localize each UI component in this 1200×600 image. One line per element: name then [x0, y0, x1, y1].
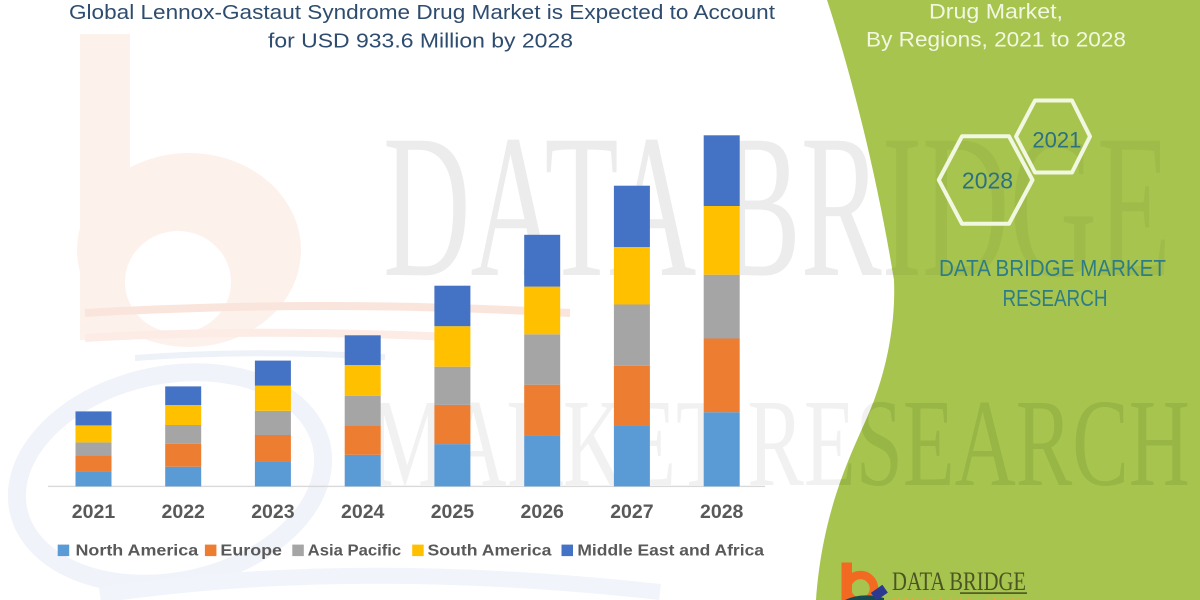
svg-text:By Regions, 2021 to 2028: By Regions, 2021 to 2028 [866, 28, 1126, 52]
svg-text:Global Lennox-Gastaut Syndrome: Global Lennox-Gastaut Syndrome Drug Mark… [69, 2, 775, 24]
svg-text:2028: 2028 [962, 168, 1013, 194]
svg-text:2022: 2022 [162, 501, 206, 523]
svg-text:Middle East and Africa: Middle East and Africa [577, 543, 764, 560]
svg-text:2024: 2024 [341, 501, 385, 523]
svg-text:Europe: Europe [220, 543, 282, 560]
svg-text:Drug Market,: Drug Market, [929, 0, 1063, 23]
svg-text:Asia Pacific: Asia Pacific [308, 543, 402, 560]
svg-text:North America: North America [76, 543, 199, 560]
svg-text:RESEARCH: RESEARCH [1003, 285, 1108, 311]
svg-text:MARKET RESEARCH: MARKET RESEARCH [370, 375, 1190, 513]
svg-text:2026: 2026 [521, 501, 565, 523]
svg-text:DATA BRIDGE: DATA BRIDGE [892, 567, 1026, 596]
svg-text:2025: 2025 [431, 501, 475, 523]
svg-text:2023: 2023 [251, 501, 295, 523]
svg-text:MARKET RESEARCH: MARKET RESEARCH [892, 595, 1021, 600]
svg-text:for USD 933.6 Million by 2028: for USD 933.6 Million by 2028 [268, 31, 573, 53]
svg-text:South America: South America [428, 543, 552, 560]
svg-text:2028: 2028 [700, 501, 744, 523]
svg-text:DATA BRIDGE MARKET: DATA BRIDGE MARKET [939, 255, 1166, 281]
svg-text:2021: 2021 [72, 501, 116, 523]
svg-text:2021: 2021 [1032, 128, 1081, 153]
svg-text:2027: 2027 [610, 501, 653, 523]
